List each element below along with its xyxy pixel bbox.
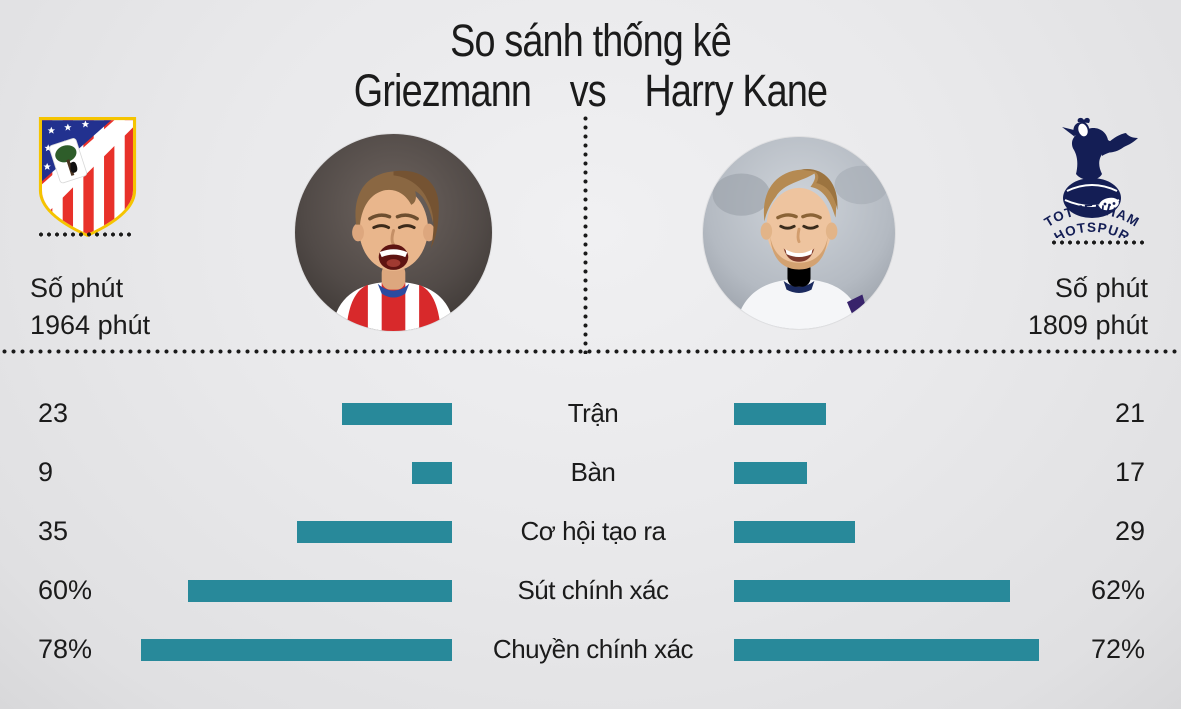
stat-row: 23 Trận 21 [0,384,1181,443]
left-minutes-label: Số phút [30,273,124,303]
harry-kane-photo [703,137,895,329]
left-bar-cell [115,461,452,484]
left-bar-cell [115,520,452,543]
right-value: 21 [1114,398,1145,428]
stat-label: Cơ hội tạo ra [520,516,666,546]
left-value: 35 [38,516,69,546]
left-bar-cell [115,638,452,661]
left-bar-cell [115,579,452,602]
left-minutes-block: Số phút 1964 phút [30,270,150,344]
center-vertical-dotted-divider [583,114,588,354]
atletico-crest-icon [35,116,140,238]
right-bar-cell [734,579,1071,602]
matchup-title: Griezmann vs Harry Kane [94,66,1086,116]
right-bar-cell [734,520,1071,543]
left-value: 78% [38,634,93,664]
horizontal-dotted-divider [0,349,1181,354]
stat-label: Sút chính xác [517,575,669,605]
stat-row: 60% Sút chính xác 62% [0,561,1181,620]
right-bar [734,402,826,425]
right-bar [734,638,1039,661]
right-value: 17 [1114,457,1145,487]
right-value: 62% [1090,575,1145,605]
left-bar [188,579,452,602]
right-bar-cell [734,638,1071,661]
left-bar [412,461,452,484]
griezmann-photo [295,134,492,331]
left-value: 60% [38,575,93,605]
title-block: So sánh thống kê Griezmann vs Harry Kane [0,16,1181,116]
left-bar [297,520,452,543]
vs-label: vs [569,65,607,116]
svg-text:HOTSPUR: HOTSPUR [1052,220,1133,238]
right-value: 72% [1090,634,1145,664]
left-bar-cell [115,402,452,425]
right-bar [734,520,855,543]
left-value: 9 [38,457,54,487]
stats-rows: 23 Trận 21 9 Bàn 17 35 [0,384,1181,679]
right-crest-dotted-line [1050,240,1146,245]
crest-text-bottom: HOTSPUR [1052,220,1132,245]
stat-label: Bàn [570,457,616,487]
stat-row: 35 Cơ hội tạo ra 29 [0,502,1181,561]
left-minutes-value: 1964 phút [30,310,151,340]
right-minutes-block: Số phút 1809 phút [1028,270,1148,344]
player-left-name: Griezmann [353,65,532,116]
right-value: 29 [1114,516,1145,546]
tottenham-crest-icon: TOTTENHAM HOTSPUR [1032,116,1152,245]
page-title: So sánh thống kê [450,15,732,66]
right-minutes-value: 1809 phút [1027,310,1148,340]
left-bar [342,402,452,425]
right-bar [734,461,807,484]
stat-row: 9 Bàn 17 [0,443,1181,502]
stat-label: Trận [567,398,619,428]
left-value: 23 [38,398,69,428]
right-bar [734,579,1010,602]
stat-row: 78% Chuyền chính xác 72% [0,620,1181,679]
stat-label: Chuyền chính xác [492,634,694,664]
player-right-name: Harry Kane [644,65,828,116]
right-minutes-label: Số phút [1054,273,1148,303]
right-bar-cell [734,402,1071,425]
left-bar [141,638,452,661]
right-bar-cell [734,461,1071,484]
left-crest-dotted-line [37,232,132,237]
